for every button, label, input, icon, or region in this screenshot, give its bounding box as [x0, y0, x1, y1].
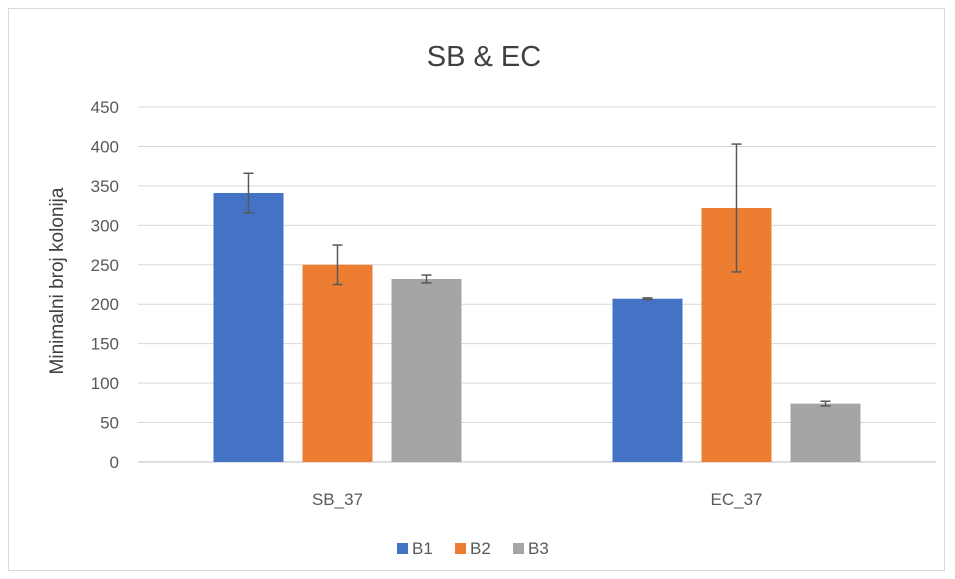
- bar-b2-sb_37: [302, 264, 373, 462]
- error-bars: [243, 143, 831, 407]
- x-tick-label: SB_37: [312, 490, 363, 509]
- bar-chart: SB & EC Minimalni broj kolonija 0 50 100 15…: [47, 41, 936, 558]
- legend-label-b1: B1: [412, 539, 433, 558]
- y-tick-label: 50: [100, 414, 119, 433]
- legend-swatch-b2: [455, 543, 466, 554]
- chart-frame: SB & EC Minimalni broj kolonija 0 50 100 15…: [8, 8, 945, 571]
- x-tick-label: EC_37: [711, 490, 763, 509]
- legend-swatch-b3: [513, 543, 524, 554]
- bar-b1-ec_37: [612, 298, 683, 462]
- y-tick-label: 400: [91, 137, 119, 156]
- bar-b3-ec_37: [790, 403, 861, 462]
- y-tick-label: 100: [91, 374, 119, 393]
- y-axis-ticks: 0 50 100 150 200 250 300 350 400 450: [91, 98, 119, 472]
- bars: [213, 192, 861, 462]
- bar-b1-sb_37: [213, 192, 284, 462]
- y-tick-label: 150: [91, 335, 119, 354]
- y-axis-title: Minimalni broj kolonija: [47, 187, 68, 374]
- legend-label-b3: B3: [528, 539, 549, 558]
- legend: B1 B2 B3: [397, 539, 549, 558]
- bar-b3-sb_37: [391, 278, 462, 462]
- y-tick-label: 200: [91, 295, 119, 314]
- y-tick-label: 300: [91, 216, 119, 235]
- y-tick-label: 450: [91, 98, 119, 117]
- y-tick-label: 350: [91, 177, 119, 196]
- y-tick-label: 250: [91, 256, 119, 275]
- legend-label-b2: B2: [470, 539, 491, 558]
- y-tick-label: 0: [110, 453, 119, 472]
- x-axis-ticks: SB_37 EC_37: [312, 490, 763, 509]
- chart-title: SB & EC: [427, 41, 541, 73]
- legend-swatch-b1: [397, 543, 408, 554]
